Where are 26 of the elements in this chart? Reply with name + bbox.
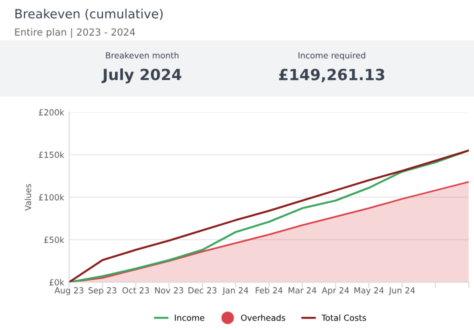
x-tick-label: Aug 23 (54, 287, 84, 296)
y-axis-title: Values (24, 184, 32, 211)
y-tick-label: £0k (49, 278, 64, 286)
x-tick-label: Mar 24 (288, 287, 316, 294)
text: £149,261.13 (279, 68, 384, 82)
y-tick-label: £150k (38, 152, 64, 158)
x-tick-label: Jan 24 (222, 287, 248, 296)
x-tick-label: Feb 24 (256, 287, 283, 294)
text: July 2024 (102, 68, 182, 84)
x-tick-label: Oct 23 (122, 287, 149, 294)
legend-label: Overheads (241, 314, 286, 321)
x-tick-label: May 24 (354, 287, 384, 296)
x-tick-label: Apr 24 (322, 287, 349, 296)
chart-title: Breakeven (cumulative) (15, 8, 163, 20)
chart-subtitle: Entire plan | 2023 - 2024 (15, 28, 135, 38)
y-tick-label: £100k (38, 194, 64, 200)
legend-label: Income (174, 314, 204, 321)
x-tick-label: Nov 23 (155, 287, 184, 294)
y-tick-label: £50k (44, 236, 64, 243)
x-tick-label: Dec 23 (188, 287, 216, 294)
x-tick-label: Jun 24 (388, 287, 415, 296)
y-tick-label: £200k (38, 109, 64, 116)
x-tick-label: Sep 23 (88, 287, 116, 296)
legend-label: Total Costs (321, 314, 366, 321)
text: Income required (298, 52, 366, 60)
text: Breakeven month (106, 52, 178, 59)
